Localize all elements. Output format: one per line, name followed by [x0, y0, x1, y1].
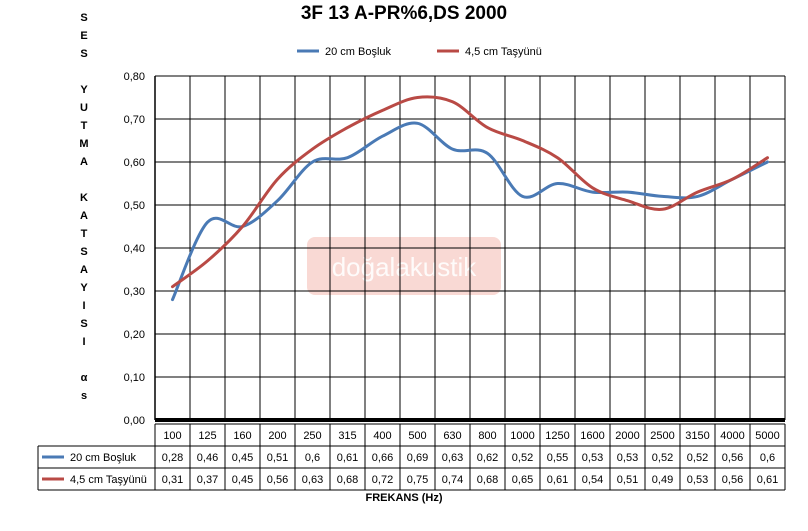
x-tick-label: 800	[478, 430, 496, 442]
y-axis-label-char: s	[80, 390, 88, 402]
table-value: 0,74	[442, 474, 463, 486]
table-value: 0,28	[162, 452, 183, 464]
y-axis-label-char: α	[80, 372, 88, 384]
y-axis-label-char: I	[82, 336, 86, 348]
y-tick-label: 0,20	[124, 329, 145, 341]
y-axis-label-char: S	[80, 12, 88, 24]
table-value: 0,56	[722, 474, 743, 486]
y-axis-label-char: Y	[80, 282, 88, 294]
x-tick-label: 2000	[615, 430, 639, 442]
table-value: 0,45	[232, 452, 253, 464]
y-tick-label: 0,60	[124, 157, 145, 169]
y-axis-label-char: T	[80, 120, 88, 132]
y-axis-label-char: U	[80, 102, 88, 114]
y-axis-label-char: S	[80, 246, 88, 258]
y-tick-label: 0,10	[124, 372, 145, 384]
table-value: 0,53	[617, 452, 638, 464]
y-axis-label-char: I	[82, 300, 86, 312]
x-tick-label: 400	[373, 430, 391, 442]
table-value: 0,61	[337, 452, 358, 464]
x-tick-label: 630	[443, 430, 461, 442]
y-tick-label: 0,70	[124, 114, 145, 126]
y-tick-label: 0,00	[124, 415, 145, 427]
y-tick-label: 0,50	[124, 200, 145, 212]
legend-entry-1: 20 cm Boşluk	[325, 46, 392, 58]
table-value: 0,54	[582, 474, 603, 486]
x-tick-label: 1000	[510, 430, 534, 442]
table-value: 0,68	[337, 474, 358, 486]
x-tick-label: 5000	[755, 430, 779, 442]
x-tick-label: 200	[268, 430, 286, 442]
table-value: 0,49	[652, 474, 673, 486]
y-axis-label-char: A	[80, 210, 88, 222]
table-value: 0,45	[232, 474, 253, 486]
series-line-1	[171, 121, 769, 302]
y-tick-label: 0,40	[124, 243, 145, 255]
y-tick-label: 0,80	[124, 71, 145, 83]
x-tick-label: 100	[163, 430, 181, 442]
x-tick-label: 125	[198, 430, 216, 442]
table-value: 0,68	[477, 474, 498, 486]
x-tick-label: 3150	[685, 430, 709, 442]
table-value: 0,56	[267, 474, 288, 486]
table-value: 0,31	[162, 474, 183, 486]
table-value: 0,52	[652, 452, 673, 464]
watermark-text: doğalakustik	[332, 252, 478, 282]
table-value: 0,62	[477, 452, 498, 464]
table-value: 0,56	[722, 452, 743, 464]
table-value: 0,6	[760, 452, 775, 464]
y-tick-label: 0,30	[124, 286, 145, 298]
x-tick-label: 4000	[720, 430, 744, 442]
x-tick-label: 2500	[650, 430, 674, 442]
y-axis-label-char: K	[80, 192, 88, 204]
y-axis-label-char: E	[80, 30, 88, 42]
watermark-box	[307, 237, 501, 295]
table-series-name-2: 4,5 cm Taşyünü	[70, 474, 147, 486]
y-axis-label-char: S	[80, 318, 88, 330]
table-value: 0,52	[687, 452, 708, 464]
table-value: 0,55	[547, 452, 568, 464]
table-value: 0,65	[512, 474, 533, 486]
table-value: 0,52	[512, 452, 533, 464]
y-axis-label-char: T	[80, 228, 88, 240]
x-tick-label: 250	[303, 430, 321, 442]
x-tick-label: 1600	[580, 430, 604, 442]
table-value: 0,66	[372, 452, 393, 464]
chart-title: 3F 13 A-PR%6,DS 2000	[300, 3, 508, 24]
table-value: 0,63	[442, 452, 463, 464]
legend-entry-2: 4,5 cm Taşyünü	[465, 46, 542, 58]
x-tick-label: 500	[408, 430, 426, 442]
table-value: 0,69	[407, 452, 428, 464]
y-axis-label-char: S	[80, 48, 88, 60]
y-axis-label-char: M	[79, 138, 89, 150]
y-axis-label-char: Y	[80, 84, 88, 96]
x-tick-label: 160	[233, 430, 251, 442]
table-value: 0,6	[305, 452, 320, 464]
table-value: 0,61	[757, 474, 778, 486]
table-value: 0,46	[197, 452, 218, 464]
table-value: 0,51	[617, 474, 638, 486]
y-axis-label-char: A	[80, 264, 88, 276]
table-value: 0,75	[407, 474, 428, 486]
table-value: 0,72	[372, 474, 393, 486]
table-value: 0,51	[267, 452, 288, 464]
y-axis-label-char: A	[80, 156, 88, 168]
x-tick-label: 1250	[545, 430, 569, 442]
table-value: 0,61	[547, 474, 568, 486]
x-tick-label: 315	[338, 430, 356, 442]
table-series-name-1: 20 cm Boşluk	[70, 452, 137, 464]
table-value: 0,37	[197, 474, 218, 486]
table-value: 0,63	[302, 474, 323, 486]
series-line-2	[171, 95, 769, 289]
table-value: 0,53	[687, 474, 708, 486]
x-axis-label: FREKANS (Hz)	[365, 492, 443, 504]
table-value: 0,53	[582, 452, 603, 464]
